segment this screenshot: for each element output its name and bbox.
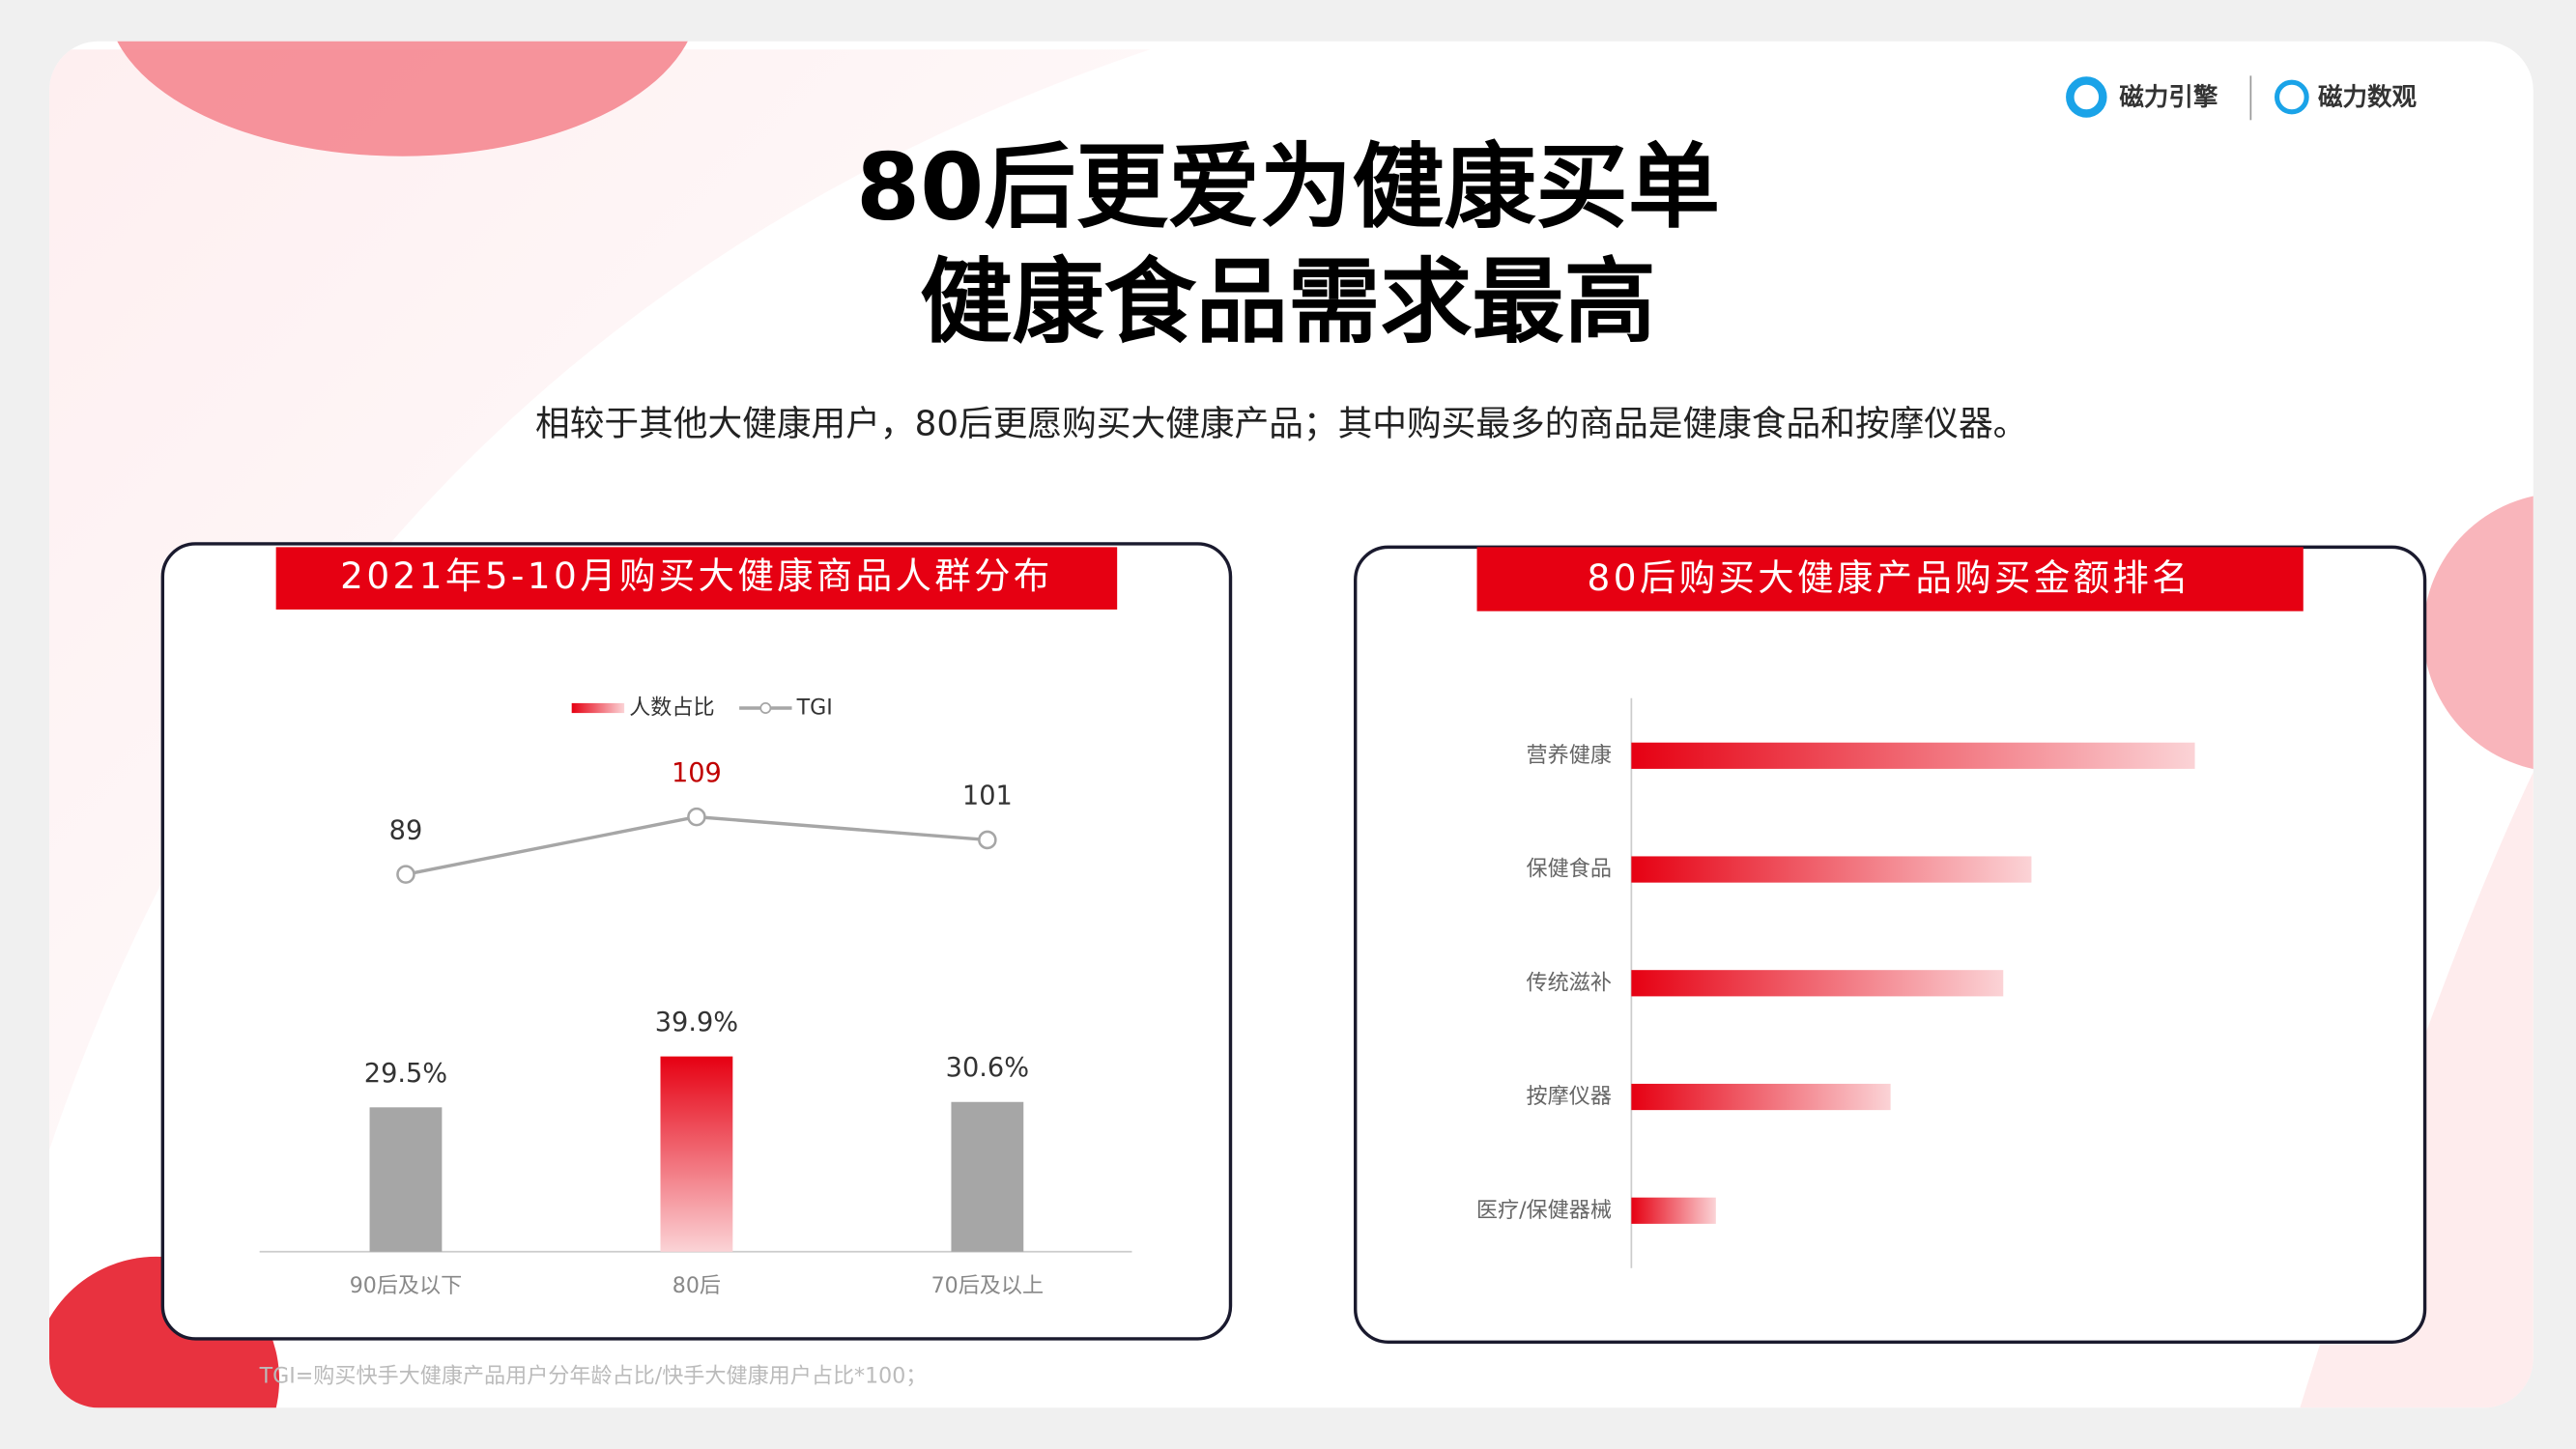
x-tick-label: 90后及以下	[350, 1273, 462, 1298]
chart-title: 80后购买大健康产品购买金额排名	[1588, 556, 2191, 599]
legend-label: TGI	[796, 695, 833, 720]
value-label: 29.5%	[364, 1059, 447, 1089]
y-tick-label: 按摩仪器	[1527, 1084, 1612, 1109]
panel	[1354, 545, 2427, 1344]
title: 80后更爱为健康买单	[856, 135, 1720, 242]
bar	[1631, 1083, 1891, 1111]
y-tick-label: 营养健康	[1527, 743, 1612, 768]
plots: 人数占比 TGI 90后及以下 80后 70后及以上 29.5% 39.9% 30.6% 89 1…	[259, 695, 2195, 1298]
x-tick-label: 70后及以上	[931, 1273, 1045, 1298]
y-tick-label: 医疗/保健器械	[1476, 1198, 1612, 1223]
y-tick-label: 保健食品	[1527, 857, 1612, 882]
bar	[1631, 1197, 1716, 1224]
bar	[369, 1107, 443, 1252]
panel-title-bar	[275, 547, 1118, 610]
panel-title-bar	[1476, 547, 2304, 611]
legend-swatch	[571, 702, 625, 714]
bar	[1631, 970, 2004, 997]
legend-label: 人数占比	[629, 695, 714, 720]
value-label: 101	[962, 781, 1013, 811]
value-label: 89	[389, 815, 423, 845]
legend-swatch	[759, 702, 772, 714]
line-marker	[687, 807, 706, 827]
bar	[1631, 742, 2195, 769]
subtitle: 相较于其他大健康用户，80后更愿购买大健康产品；其中购买最多的商品是健康食品和按…	[535, 405, 2027, 444]
line-marker	[978, 830, 997, 850]
title: 健康食品需求最高	[920, 250, 1656, 356]
chart-title: 2021年5-10月购买大健康商品人群分布	[340, 554, 1053, 597]
bar	[951, 1101, 1024, 1252]
bar	[660, 1056, 733, 1252]
footnote: TGI=购买快手大健康产品用户分年龄占比/快手大健康用户占比*100；	[259, 1364, 928, 1389]
y-tick-label: 传统滋补	[1527, 970, 1612, 995]
bar	[1631, 856, 2032, 883]
line-marker	[396, 865, 415, 884]
logo-text: 磁力数观	[2318, 83, 2418, 112]
value-label: 39.9%	[655, 1008, 738, 1037]
x-tick-label: 80后	[673, 1273, 721, 1298]
logo-text: 磁力引擎	[2119, 83, 2218, 112]
value-label: 30.6%	[946, 1053, 1029, 1083]
logo: 磁力引擎 磁力数观	[2066, 75, 2418, 121]
value-label: 109	[672, 758, 722, 788]
